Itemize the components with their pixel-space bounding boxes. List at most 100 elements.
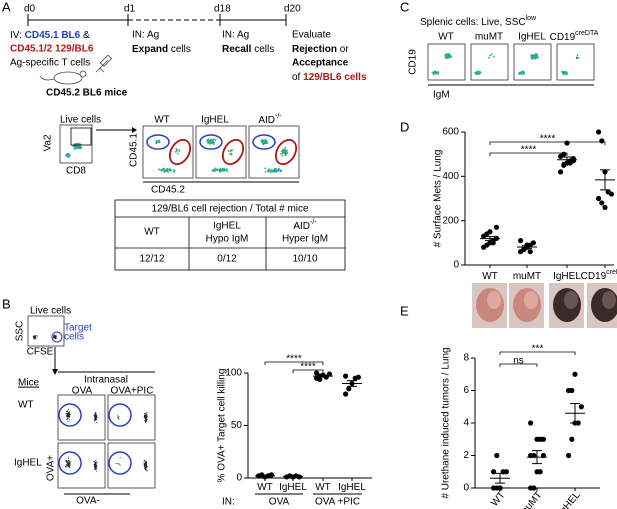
flow-event — [165, 170, 168, 172]
step-text: Evaluate — [292, 30, 331, 41]
data-point — [503, 469, 509, 475]
flow-event — [144, 416, 146, 418]
flow-event — [68, 463, 70, 465]
flow-event — [228, 153, 231, 156]
flow-event — [74, 147, 76, 150]
axis-label: CD8 — [66, 166, 86, 177]
text-part: WT — [257, 482, 273, 493]
data-point — [497, 485, 503, 491]
data-point — [343, 391, 349, 397]
flow-event — [68, 461, 70, 463]
flow-event — [94, 420, 96, 422]
flow-event — [95, 464, 97, 466]
step-text: Recall cells — [222, 44, 274, 55]
flow-event — [175, 148, 178, 151]
flow-event — [146, 467, 148, 469]
flow-event — [117, 417, 119, 419]
flow-event — [177, 152, 179, 155]
flow-event — [144, 414, 146, 415]
flow-event — [277, 169, 280, 171]
flow-event — [66, 466, 68, 468]
plot-title: Live cells — [60, 115, 101, 126]
flow-event — [67, 420, 69, 422]
flow-event — [96, 416, 98, 418]
day-label: d20 — [284, 4, 301, 15]
y-tick-label: 100 — [225, 368, 242, 379]
flow-event — [96, 470, 98, 472]
flow-event — [261, 139, 264, 142]
flow-event — [33, 336, 35, 338]
flow-event — [93, 414, 95, 416]
gate-label: cells — [64, 332, 84, 343]
flow-event — [66, 465, 68, 467]
flow-event — [67, 410, 69, 411]
flow-event — [155, 139, 158, 142]
flow-event — [270, 169, 273, 172]
text-part: muMT — [518, 490, 545, 509]
flow-events — [561, 54, 580, 76]
flow-event — [118, 418, 120, 420]
gate — [108, 403, 132, 427]
data-point — [608, 191, 615, 197]
flow-plot — [57, 442, 106, 489]
text-part: cells — [168, 44, 191, 55]
data-point — [537, 469, 543, 475]
flow-event — [206, 142, 209, 144]
significance-label: **** — [286, 354, 302, 365]
flow-event — [55, 338, 57, 340]
flow-event — [208, 143, 211, 145]
flow-event — [94, 415, 96, 416]
flow-event — [489, 54, 491, 57]
flow-events — [65, 409, 98, 423]
panel-label: B — [2, 296, 11, 311]
data-point — [317, 376, 323, 382]
flow-event — [530, 54, 532, 57]
text-part: muMT — [513, 271, 541, 282]
gate — [252, 134, 276, 150]
flow-event — [282, 151, 285, 154]
injection-text: CD45.1/2 129/BL6 — [10, 44, 94, 55]
flow-event — [65, 413, 67, 415]
flow-event — [145, 461, 147, 463]
flow-event — [145, 414, 147, 415]
flow-event — [94, 468, 96, 470]
flow-event — [268, 168, 271, 171]
flow-event — [68, 416, 70, 418]
flow-event — [175, 150, 177, 153]
flow-event — [170, 169, 173, 172]
flow-event — [67, 456, 69, 458]
data-point — [490, 240, 496, 246]
flow-event — [66, 413, 68, 415]
axis-label: CD19 — [408, 49, 419, 75]
flow-event — [96, 419, 98, 421]
table-cell: 0/12 — [217, 254, 237, 265]
flow-event — [576, 54, 579, 56]
axis-label: OVA- — [76, 496, 100, 507]
flow-event — [67, 459, 69, 461]
plot-title: CD19creDTA — [550, 30, 599, 42]
flow-event — [226, 170, 229, 173]
data-point — [596, 195, 602, 202]
flow-event — [225, 168, 228, 171]
flow-plot — [470, 43, 509, 81]
flow-plot — [57, 394, 106, 441]
step-text: IN: Ag — [222, 30, 249, 41]
flow-event — [66, 154, 68, 157]
flow-event — [145, 467, 147, 469]
flow-event — [143, 461, 145, 463]
flow-event — [275, 168, 278, 171]
flow-event — [68, 412, 70, 414]
flow-events — [260, 138, 288, 174]
flow-event — [145, 463, 147, 465]
flow-event — [145, 460, 147, 462]
data-point — [491, 469, 497, 475]
text-part: Recall — [222, 44, 252, 55]
text-part: CD19 — [550, 32, 576, 43]
text-part: AID — [293, 221, 310, 232]
flow-event — [76, 146, 79, 148]
axis-label: SSC — [15, 321, 26, 342]
data-point — [487, 229, 493, 235]
flow-event — [55, 335, 57, 337]
text-part: IgHEL — [279, 482, 307, 493]
